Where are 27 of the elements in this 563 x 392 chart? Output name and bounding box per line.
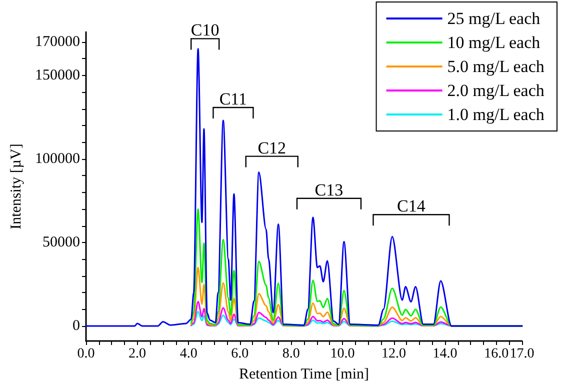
annotation: C11	[219, 90, 248, 109]
x-tick-label: 4.0	[180, 346, 198, 362]
x-axis-title: Retention Time [min]	[238, 366, 370, 382]
annotation: C10	[190, 20, 220, 40]
annotation: C12	[258, 138, 286, 158]
y-tick-label: 170000	[35, 34, 80, 50]
y-tick-label: 0	[72, 318, 80, 334]
legend-label: 2.0 mg/L each	[447, 81, 545, 100]
legend-label: 1.0 mg/L each	[447, 105, 545, 124]
legend-label: 5.0 mg/L each	[447, 57, 545, 76]
x-tick-label: 10.0	[330, 346, 355, 362]
y-axis-title: Intensity [µV]	[8, 144, 24, 230]
y-tick-label: 150000	[35, 67, 80, 84]
legend-label: 10 mg/L each	[447, 33, 541, 52]
x-tick-label: 6.0	[231, 346, 249, 362]
x-tick-label: 0.0	[77, 346, 95, 362]
y-tick-label: 50000	[42, 234, 80, 250]
x-tick-label: 14.0	[432, 346, 458, 362]
annotation: C13	[314, 180, 344, 200]
x-tick-label: 17.0	[510, 346, 534, 362]
x-tick-label: 2.0	[128, 346, 146, 362]
y-tick-label: 100000	[35, 150, 80, 167]
x-tick-label: 16.0	[484, 346, 509, 362]
annotation: C14	[397, 196, 426, 216]
legend-label: 25 mg/L each	[447, 9, 541, 28]
x-tick-label: 12.0	[382, 346, 406, 362]
x-tick-label: 8.0	[282, 346, 300, 362]
